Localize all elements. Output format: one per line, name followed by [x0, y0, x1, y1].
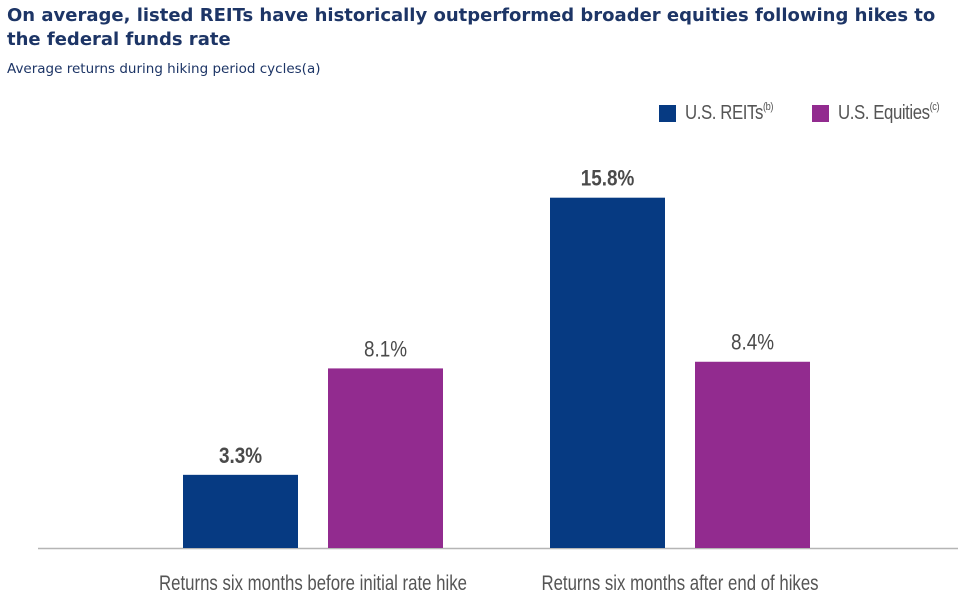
- category-label-1: Returns six months after end of hikes: [541, 572, 818, 595]
- data-label-equities-1: 8.4%: [731, 330, 774, 355]
- legend-label-reits: U.S. REITs(b): [685, 101, 773, 125]
- legend-name-reits: U.S. REITs: [684, 102, 763, 124]
- legend-note-equities: (c): [929, 101, 939, 113]
- data-label-reits-0: 3.3%: [219, 444, 262, 469]
- legend-item-equities: U.S. Equities(c): [811, 101, 958, 125]
- legend: U.S. REITs(b) U.S. Equities(c): [658, 101, 958, 125]
- legend-label-equities: U.S. Equities(c): [837, 101, 940, 125]
- legend-item-reits: U.S. REITs(b): [658, 101, 790, 125]
- legend-note-reits: (b): [762, 101, 773, 113]
- bar-equities-1: [695, 361, 810, 548]
- category-label-0: Returns six months before initial rate h…: [159, 572, 467, 595]
- bar-equities-0: [328, 368, 443, 548]
- data-label-reits-1: 15.8%: [581, 166, 635, 191]
- bar-reits-0: [183, 474, 298, 548]
- chart-subtitle: Average returns during hiking period cyc…: [7, 61, 321, 77]
- legend-swatch-reits: [658, 104, 676, 122]
- legend-name-equities: U.S. Equities: [837, 102, 930, 124]
- data-label-equities-0: 8.1%: [364, 337, 407, 362]
- chart-title: On average, listed REITs have historical…: [7, 5, 936, 50]
- bar-reits-1: [550, 197, 665, 549]
- legend-swatch-equities: [811, 104, 829, 122]
